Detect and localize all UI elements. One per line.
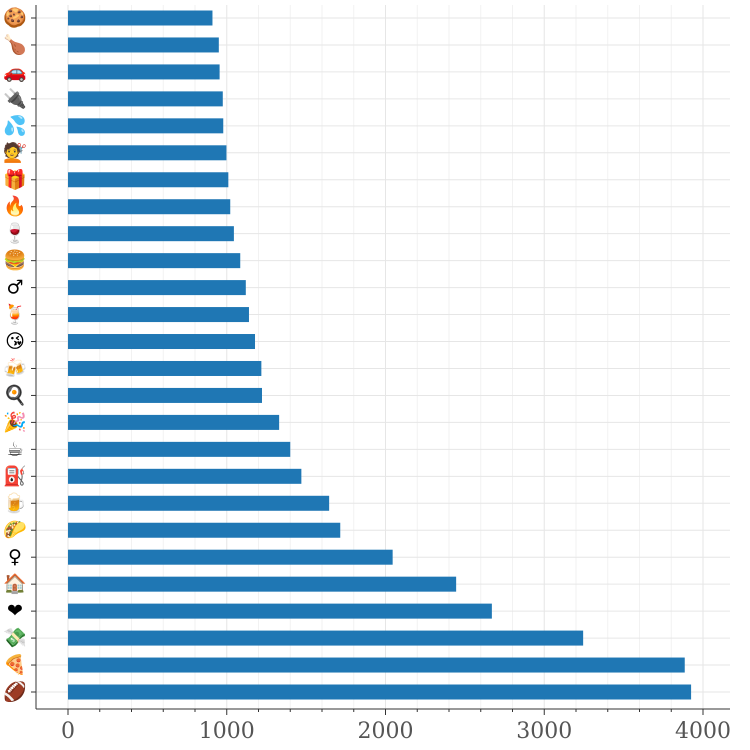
y-tick-label: 💇 [3,141,27,164]
bar [68,91,223,107]
axes [35,5,730,710]
y-tick-label: 🔥 [3,195,27,218]
bar [68,280,246,296]
y-tick-label: 🍔 [3,249,27,272]
y-tick-label: 🍕 [3,653,27,676]
x-tick-label: 0 [61,719,75,744]
x-tick-label: 1000 [199,719,255,744]
y-tick-label: 🎉 [3,410,27,433]
bar [68,199,231,215]
bar [68,37,219,53]
bar [68,10,213,26]
bar [68,226,234,242]
y-tick-label: 🌮 [3,519,27,541]
bar [68,118,224,134]
bar [68,603,492,619]
y-tick-label: 😘 [5,331,25,353]
bar [68,468,302,484]
y-tick-label: 🏠 [3,573,27,595]
y-tick-label: 🍺 [3,491,27,514]
y-tick-label: ☕ [6,438,23,460]
bar [68,360,262,376]
y-ticks: 🍪 🍗 🚗 🔌 💦 💇 🎁 🔥 🍷 🍔 ♂ 🍹 😘 🍻 🍳 🎉 ☕ ⛽ 🍺 🌮 ♀ 🏠 ❤ 💸 🍕 🏈 [3,6,36,703]
bar [68,495,330,511]
bar [68,684,692,700]
bar [68,630,584,646]
y-tick-label: 🍳 [3,383,27,406]
y-tick-label: ❤ [7,600,23,622]
x-tick-label: 2000 [358,719,414,744]
y-tick-label: 🍻 [3,357,27,379]
y-tick-label: 💸 [3,627,27,649]
bar [68,387,262,403]
x-ticks: 0 1000 2000 3000 4000 [61,709,731,744]
y-tick-label: 🍗 [3,33,27,56]
y-tick-label: 🍹 [3,303,27,326]
x-tick-label: 3000 [516,719,572,744]
bar [68,307,249,323]
y-tick-label: 🔌 [3,87,27,110]
y-tick-label: ♀ [8,546,22,568]
bar [68,414,280,430]
bars [68,10,692,700]
bar [68,549,393,565]
y-tick-label: ⛽ [3,464,27,487]
bar [68,522,341,538]
bar [68,172,229,188]
y-tick-label: 🍪 [3,6,27,29]
y-tick-label: 🚗 [3,61,27,83]
y-tick-label: ♂ [6,277,23,299]
y-tick-label: 💦 [3,113,27,137]
bar [68,253,241,269]
y-tick-label: 🎁 [3,168,27,191]
y-tick-label: 🍷 [3,222,27,245]
bar [68,576,457,592]
y-tick-label: 🏈 [3,680,27,703]
bar [68,145,227,161]
bar [68,441,291,457]
bar [68,657,685,673]
x-tick-label: 4000 [675,719,731,744]
bar [68,64,220,80]
bar [68,334,256,350]
